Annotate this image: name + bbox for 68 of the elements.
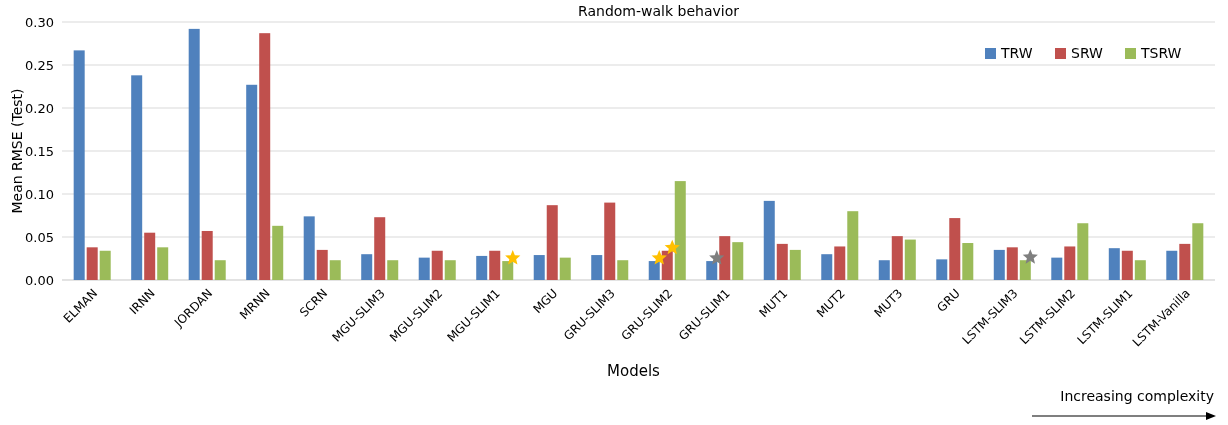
bar: [86, 247, 98, 280]
bar: [431, 250, 443, 280]
bar: [246, 84, 258, 280]
bar: [1064, 246, 1076, 280]
y-tick-label: 0.15: [25, 143, 54, 159]
bar: [1077, 223, 1089, 280]
y-tick-label: 0.00: [25, 272, 54, 288]
bar: [73, 50, 85, 280]
legend-label: TSRW: [1140, 44, 1182, 61]
bar: [476, 255, 488, 280]
y-tick-label: 0.25: [25, 57, 54, 73]
bar: [418, 257, 430, 280]
bar: [962, 243, 974, 280]
bar: [993, 249, 1005, 280]
bar: [489, 250, 501, 280]
bar: [847, 211, 859, 280]
bar: [834, 246, 846, 280]
x-axis-title: Models: [607, 362, 661, 380]
bar: [936, 259, 948, 280]
bar: [316, 249, 328, 280]
bar: [533, 255, 545, 280]
bar: [949, 218, 961, 280]
bar: [1108, 248, 1120, 280]
bar: [719, 236, 731, 280]
y-axis-title: Mean RMSE (Test): [9, 88, 25, 214]
bar: [157, 247, 169, 280]
bar: [1121, 250, 1133, 280]
chart-title: Random-walk behavior: [578, 3, 740, 19]
legend-label: TRW: [1000, 44, 1033, 61]
legend-label: SRW: [1071, 44, 1104, 61]
bar: [1051, 257, 1063, 280]
bar: [272, 225, 284, 280]
bar: [732, 242, 744, 280]
bar: [387, 260, 399, 280]
bar: [763, 200, 775, 280]
bar: [878, 260, 890, 280]
bar: [1192, 223, 1204, 280]
bar: [144, 232, 156, 280]
bar: [374, 217, 386, 280]
y-tick-label: 0.05: [25, 229, 54, 245]
y-tick-label: 0.10: [25, 186, 54, 202]
bar: [99, 250, 111, 280]
bar: [214, 260, 226, 280]
bar: [188, 28, 200, 280]
y-tick-label: 0.20: [25, 100, 54, 116]
bar: [789, 249, 801, 280]
bar: [776, 243, 788, 280]
bar: [1179, 243, 1191, 280]
text: Increasing complexity: [1060, 388, 1214, 404]
bar: [444, 260, 456, 280]
bar: [821, 254, 833, 280]
bar: [361, 254, 373, 280]
bar: [259, 33, 271, 280]
bar: [591, 255, 603, 280]
bar: [891, 236, 903, 280]
bar: [131, 75, 143, 280]
bar: [546, 205, 558, 280]
bar: [201, 230, 213, 280]
bar: [559, 257, 571, 280]
bar: [1006, 247, 1018, 280]
bar: [1134, 260, 1146, 280]
bar: [617, 260, 629, 280]
y-tick-label: 0.30: [25, 14, 54, 30]
bar: [604, 202, 616, 280]
bar: [904, 239, 916, 280]
bar: [329, 260, 341, 280]
bar: [1166, 250, 1178, 280]
bar: [303, 216, 315, 280]
